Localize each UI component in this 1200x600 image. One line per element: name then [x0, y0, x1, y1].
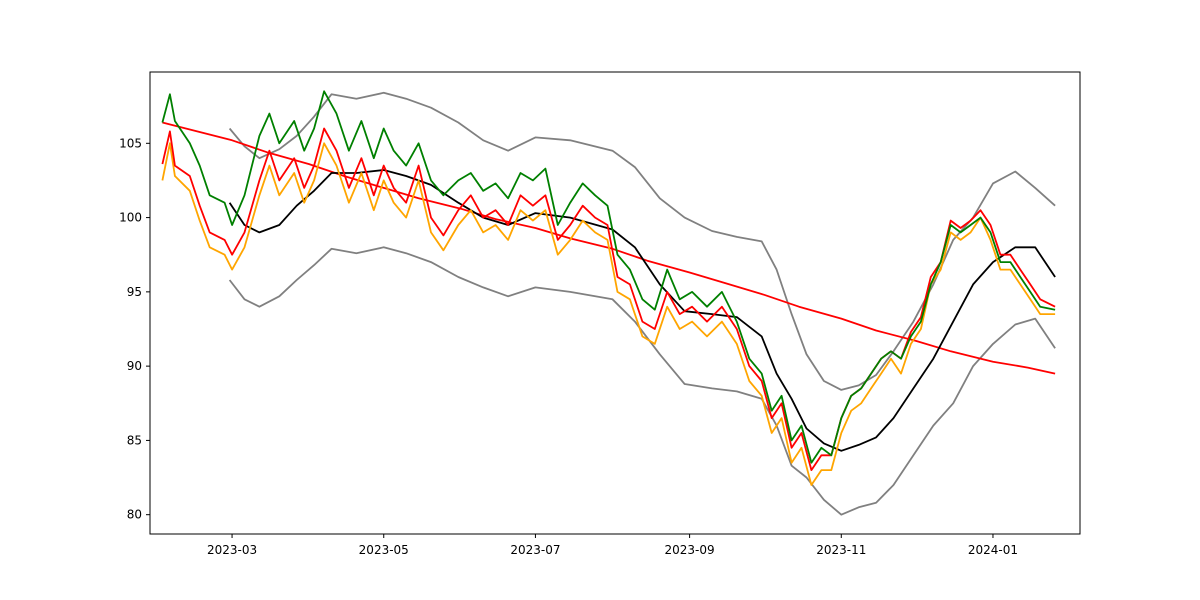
y-axis: 80 85 90 95 100 105 — [119, 136, 150, 522]
series-layer — [161, 90, 1056, 516]
x-axis: 2023-03 2023-05 2023-07 2023-09 2023-11 2024-… — [207, 534, 1018, 557]
series-line-7 — [161, 90, 1056, 464]
x-tick-label: 2023-11 — [816, 543, 866, 557]
y-tick-label: 100 — [119, 211, 142, 225]
series-line-2 — [228, 246, 1056, 516]
x-tick-label: 2023-05 — [359, 543, 409, 557]
plot-frame — [149, 71, 1081, 535]
y-tick-label: 80 — [127, 508, 142, 522]
y-tick-label: 95 — [127, 285, 142, 299]
y-tick-label: 90 — [127, 359, 142, 373]
y-tick-label: 85 — [127, 433, 142, 447]
x-tick-label: 2024-01 — [968, 543, 1018, 557]
x-tick-label: 2023-07 — [510, 543, 560, 557]
series-line-6 — [161, 127, 1056, 471]
x-tick-label: 2023-09 — [665, 543, 715, 557]
y-tick-label: 105 — [119, 136, 142, 150]
x-tick-label: 2023-03 — [207, 543, 257, 557]
series-line-5 — [161, 142, 1056, 486]
